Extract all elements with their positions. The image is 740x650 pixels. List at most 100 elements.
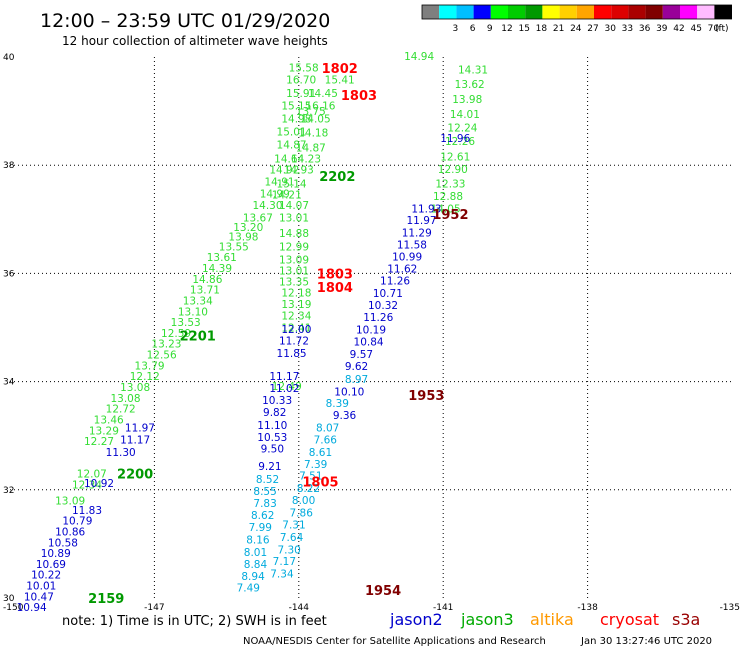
wave-height-point: 10.99	[392, 252, 422, 264]
wave-height-point: 14.91	[265, 176, 295, 188]
x-tick-label: -147	[144, 603, 164, 613]
wave-height-point: 13.98	[452, 94, 482, 106]
plot-grid	[10, 57, 732, 598]
wave-height-point: 13.19	[281, 299, 311, 311]
wave-height-point: 13.08	[110, 393, 140, 405]
wave-height-point: 8.55	[253, 486, 276, 498]
wave-height-point: 10.92	[84, 478, 114, 490]
colorbar-swatch	[508, 5, 526, 19]
wave-height-point: 14.18	[298, 128, 328, 140]
colorbar-tick-label: 33	[622, 24, 633, 34]
wave-height-point: 14.94	[404, 51, 434, 63]
colorbar-tick-label: 42	[673, 24, 684, 34]
wave-height-point: 7.34	[270, 569, 294, 581]
wave-height-point: 14.93	[284, 165, 314, 177]
wave-height-point: 7.66	[314, 434, 338, 446]
colorbar-swatch	[628, 5, 646, 19]
colorbar-swatch	[662, 5, 680, 19]
wave-height-point: 11.02	[269, 383, 299, 395]
wave-height-point: 10.22	[31, 570, 61, 582]
time-labels: 1802180322021952180318042201195322001805…	[88, 62, 468, 607]
chart-subtitle: 12 hour collection of altimeter wave hei…	[62, 34, 328, 48]
colorbar-tick-label: 21	[553, 24, 564, 34]
wave-height-point: 14.88	[279, 228, 309, 240]
wave-height-point: 12.41	[281, 323, 311, 335]
time-label: 1952	[432, 208, 468, 223]
wave-height-point: 16.16	[305, 101, 335, 113]
colorbar-tick-label: 15	[518, 24, 529, 34]
wave-height-point: 14.87	[277, 140, 307, 152]
wave-height-point: 13.62	[455, 79, 485, 91]
wave-height-point: 11.83	[72, 505, 102, 517]
wave-height-point: 10.01	[26, 581, 56, 593]
wave-height-point: 9.57	[350, 349, 373, 361]
colorbar-swatch	[456, 5, 474, 19]
mission-legend-altika: altika	[530, 610, 574, 629]
wave-height-point: 12.24	[447, 122, 477, 134]
wave-height-point: 12.72	[106, 404, 136, 416]
colorbar-tick-label: 70	[708, 24, 720, 34]
wave-height-point: 13.01	[279, 213, 309, 225]
colorbar-tick-label: 39	[656, 24, 668, 34]
time-label: 2202	[319, 170, 355, 185]
wave-height-point: 8.39	[326, 398, 349, 410]
wave-height-point: 15.01	[277, 127, 307, 139]
wave-height-point: 9.36	[333, 410, 357, 422]
wave-height-point: 15.14	[277, 179, 307, 191]
wave-height-point: 10.84	[354, 337, 384, 349]
wave-height-point: 11.97	[125, 423, 155, 435]
wave-height-point: 14.07	[279, 200, 309, 212]
wave-height-point: 7.49	[237, 583, 260, 595]
colorbar-unit: (ft)	[715, 24, 729, 34]
colorbar-swatch	[559, 5, 577, 19]
wave-height-point: 13.29	[89, 425, 119, 437]
wave-height-point: 8.62	[251, 510, 274, 522]
colorbar-swatch	[594, 5, 612, 19]
colorbar-swatch	[645, 5, 663, 19]
wave-height-point: 10.33	[262, 395, 292, 407]
wave-height-point: 8.07	[316, 423, 339, 435]
wave-height-point: 10.89	[41, 548, 71, 560]
wave-height-point: 13.09	[55, 496, 85, 508]
wave-height-point: 14.05	[431, 203, 461, 215]
chart-points: 14.94 15.58 14.31 16.70 15.41 13.62 15.9114.45…	[17, 51, 488, 614]
y-tick-label: 40	[3, 53, 15, 63]
time-label: 2200	[117, 468, 153, 483]
wave-height-point: 12.33	[435, 179, 465, 191]
wave-height-point: 7.51	[299, 471, 322, 483]
time-label: 1803	[341, 89, 377, 104]
mission-legend-s3a: s3a	[672, 610, 700, 629]
wave-height-point: 13.08	[120, 382, 150, 394]
time-label: 1954	[365, 584, 401, 599]
y-tick-label: 34	[3, 378, 15, 388]
colorbar-tick-label: 30	[604, 24, 616, 34]
wave-height-point: 13.10	[178, 306, 208, 318]
colorbar-swatch	[680, 5, 698, 19]
mission-legend: jason2 jason3 altika cryosat s3a	[389, 610, 700, 629]
wave-height-point: 16.70	[286, 75, 316, 87]
wave-height-point: 7.30	[277, 544, 300, 556]
x-tick-label: -150	[3, 603, 24, 613]
wave-height-point: 13.53	[171, 317, 201, 329]
wave-height-point: 13.61	[207, 252, 237, 264]
wave-height-point: 12.90	[438, 164, 468, 176]
wave-height-point: 12.49	[272, 381, 302, 393]
wave-height-point: 13.34	[183, 295, 213, 307]
wave-height-point: 15.91	[286, 88, 316, 100]
wave-height-point: 12.61	[440, 152, 470, 164]
wave-height-point: 10.86	[55, 526, 85, 538]
colorbar-swatch	[576, 5, 594, 19]
wave-height-point: 12.07	[77, 469, 107, 481]
wave-height-point: 11.62	[387, 264, 417, 276]
wave-height-point: 8.61	[309, 447, 332, 459]
wave-height-point: 8.84	[244, 559, 268, 571]
wave-height-point: 10.58	[48, 537, 78, 549]
x-tick-label: -141	[433, 603, 453, 613]
time-label: 1805	[302, 476, 338, 491]
time-label: 1953	[408, 389, 444, 404]
wave-height-point: 10.19	[356, 325, 386, 337]
wave-height-point: 11.58	[397, 240, 427, 252]
colorbar-swatch	[697, 5, 715, 19]
wave-height-point: 14.92	[269, 165, 299, 177]
